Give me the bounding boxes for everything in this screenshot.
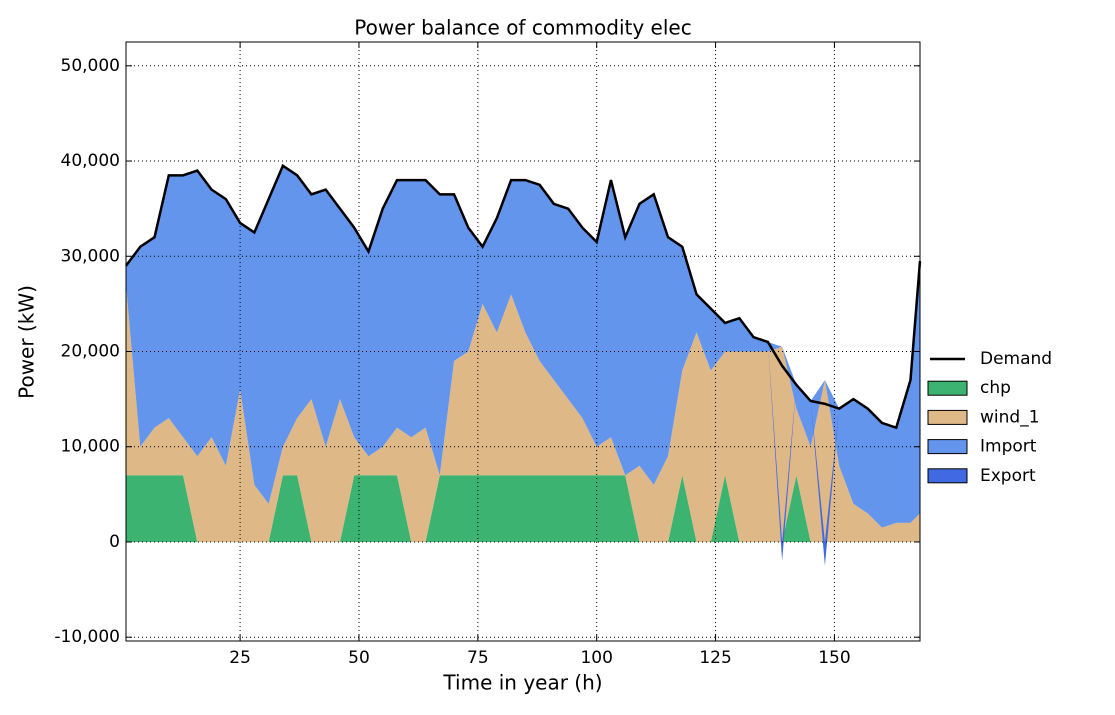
y-tick-label: 20,000	[61, 341, 120, 361]
x-axis-label: Time in year (h)	[442, 671, 602, 695]
area-1	[126, 475, 920, 542]
x-tick-label: 75	[467, 648, 489, 668]
legend-swatch	[927, 380, 968, 396]
legend-label: wind_1	[980, 407, 1040, 427]
plot-frame	[125, 41, 921, 642]
x-tick-label: 125	[699, 648, 731, 668]
y-axis-label: Power (kW)	[15, 285, 39, 399]
legend-label: chp	[980, 378, 1011, 398]
y-tick-label: 40,000	[61, 151, 120, 171]
y-tick-label: 50,000	[61, 56, 120, 76]
x-tick-label: 50	[348, 648, 370, 668]
demand-line	[124, 163, 922, 430]
legend-label: Export	[980, 466, 1036, 486]
y-tick-label: 10,000	[61, 437, 120, 457]
chart-title: Power balance of commodity elec	[354, 16, 691, 40]
x-tick-label: 150	[818, 648, 850, 668]
x-tick-label: 100	[580, 648, 612, 668]
legend-swatch	[927, 409, 968, 425]
legend-swatch	[927, 439, 968, 455]
area-2	[126, 284, 920, 542]
y-tick-label: -10,000	[54, 627, 120, 647]
legend-label: Import	[980, 437, 1037, 457]
legend-label: Demand	[980, 349, 1052, 369]
y-tick-label: 0	[109, 532, 120, 552]
x-tick-label: 25	[229, 648, 251, 668]
y-tick-label: 30,000	[61, 246, 120, 266]
legend-swatch	[927, 468, 968, 484]
area-3	[126, 165, 920, 528]
